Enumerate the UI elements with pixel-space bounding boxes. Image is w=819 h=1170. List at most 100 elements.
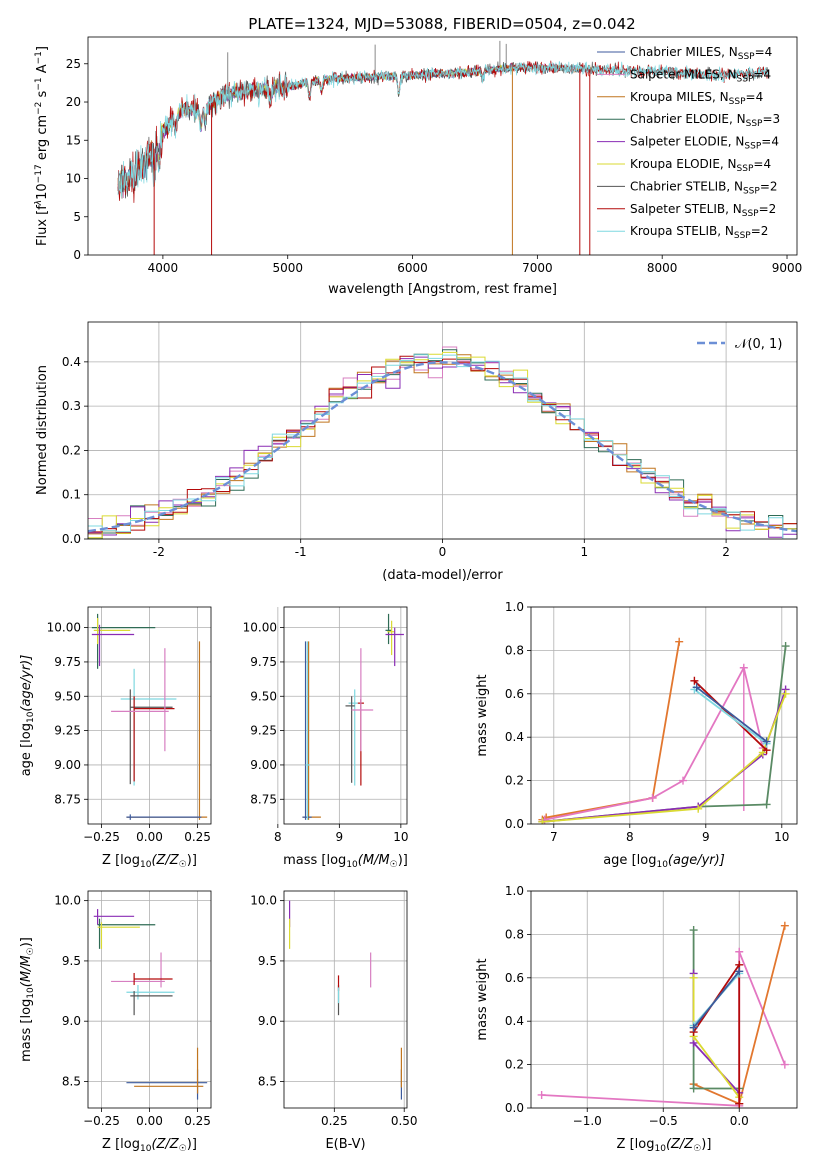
y-tick-label: 0.2 (62, 443, 81, 457)
label-part: =2 (759, 202, 777, 216)
x-tick-label: 0.0 (730, 1114, 749, 1128)
legend-entry: Chabrier MILES, NSSP=4 (630, 45, 772, 62)
label-part: ☉ (390, 860, 398, 870)
weight-marker (780, 1060, 789, 1069)
label-part: (age/yr)] (19, 655, 34, 712)
x-tick-label: 10 (774, 830, 789, 844)
x-tick-label: 0.00 (136, 1114, 163, 1128)
axes-frame (87, 321, 798, 540)
label-part: −1 (34, 51, 44, 64)
y-tick-label: 0.1 (62, 488, 81, 502)
legend-entry: Salpeter MILES, NSSP=4 (630, 67, 771, 84)
plot-area (531, 607, 797, 824)
x-tick-label: 2 (722, 545, 730, 559)
x-tick-label: 0 (439, 545, 447, 559)
plot-layer: 4000 5000 6000 7000 8000 90000510152025wavele… (19, 36, 802, 1154)
y-tick-label: 9.25 (54, 724, 81, 738)
label-part: 10 (346, 860, 358, 870)
x-axis-label: age [log10(age/yr)] (603, 853, 725, 870)
label-part: )] (398, 853, 408, 868)
label-part: SSP (742, 209, 759, 219)
label-part: )] (187, 853, 197, 868)
y-tick-label: 0.6 (505, 687, 524, 701)
label-part: s (35, 90, 50, 101)
weight-marker (694, 804, 703, 813)
label-part: =4 (755, 45, 773, 59)
y-tick-label: 8.75 (250, 792, 277, 806)
label-part: ☉ (693, 1144, 701, 1154)
label-part: ☉ (26, 947, 36, 955)
weight-series (696, 686, 768, 743)
y-tick-label: 10.0 (250, 894, 277, 908)
weight-marker (690, 676, 699, 685)
axes-frame (283, 606, 408, 825)
weight-marker (679, 776, 687, 785)
y-axis-label: mass [log10(M/M☉)] (19, 937, 36, 1062)
plot-content (537, 921, 789, 1108)
weight-marker (689, 1084, 698, 1093)
label-part: =2 (751, 224, 769, 238)
axes-frame (87, 606, 212, 825)
label-part: Salpeter MILES, N (630, 67, 737, 81)
legend-entry: Salpeter STELIB, NSSP=2 (630, 202, 776, 219)
axes-weight_vs_z: −1.0 −0.5 0.0 0.0 0.2 0.4 0.6 0.8 1.0 Z [log10(Z/… (475, 884, 798, 1154)
weight-marker (735, 947, 744, 956)
plot-content (91, 613, 208, 820)
axes-frame (530, 890, 798, 1109)
x-tick-label: 9 (336, 830, 344, 844)
plot-content (538, 637, 790, 824)
label-part: age [log (19, 723, 34, 776)
axes-residuals: -2 -1 0 1 2 0.0 0.1 0.2 0.3 0.4 (data-model)/error… (35, 321, 798, 583)
label-part: 10 (140, 860, 152, 870)
histogram-series (88, 355, 797, 534)
label-part: 10 (35, 183, 50, 200)
y-tick-label: 1.0 (505, 600, 524, 614)
x-tick-label: 8 (274, 830, 282, 844)
weight-marker (538, 817, 547, 824)
y-tick-label: 10.00 (243, 621, 277, 635)
x-tick-label: 0.00 (136, 830, 163, 844)
x-axis-label: Z [log10(Z/Z☉)] (102, 1137, 197, 1154)
x-tick-label: 5000 (272, 261, 303, 275)
label-part: SSP (738, 52, 755, 62)
label-part: ☉ (179, 860, 187, 870)
y-axis-label: mass weight (475, 674, 490, 756)
y-tick-label: 9.75 (54, 655, 81, 669)
normal-curve (88, 361, 797, 533)
x-tick-label: 8 (626, 830, 634, 844)
weight-marker (780, 921, 789, 930)
y-tick-label: 0.8 (505, 927, 524, 941)
x-tick-label: -2 (153, 545, 165, 559)
y-tick-label: 0.0 (62, 532, 81, 546)
label-part: (Z/Z (151, 1137, 179, 1152)
label-part: )] (701, 1137, 711, 1152)
x-tick-label: −0.25 (83, 1114, 120, 1128)
label-part: 10 (26, 987, 36, 999)
x-tick-label: 10 (393, 830, 408, 844)
y-tick-label: 8.5 (258, 1074, 277, 1088)
axes-mass_vs_ebv: 0.25 0.50 8.5 9.0 9.5 10.0 E(B-V) (250, 890, 418, 1152)
y-tick-label: 0.4 (62, 355, 81, 369)
axes-age_vs_z: −0.25 0.00 0.25 8.75 9.00 9.25 9.50 9.75 10.00 Z … (19, 606, 212, 870)
legend-entry: Kroupa ELODIE, NSSP=4 (630, 157, 771, 174)
x-tick-label: 1 (580, 545, 588, 559)
x-tick-label: 6000 (397, 261, 428, 275)
label-part: Chabrier STELIB, N (630, 179, 743, 193)
y-tick-label: 5 (73, 210, 81, 224)
label-part: SSP (746, 119, 763, 129)
label-part: =4 (761, 135, 779, 149)
label-part: )] (187, 1137, 197, 1152)
label-part: SSP (737, 74, 754, 84)
weight-marker (537, 1090, 546, 1099)
label-part: (Z/Z (151, 853, 179, 868)
axes-frame (87, 890, 212, 1109)
grid (284, 891, 407, 1108)
plot-content (88, 346, 797, 539)
label-part: 10 (26, 711, 36, 723)
weight-marker (689, 926, 698, 935)
label-part: A (35, 64, 50, 77)
x-axis-label: Z [log10(Z/Z☉)] (102, 853, 197, 870)
label-part: mass [log (283, 853, 346, 868)
y-tick-label: 0.6 (505, 971, 524, 985)
y-tick-label: 9.75 (250, 655, 277, 669)
